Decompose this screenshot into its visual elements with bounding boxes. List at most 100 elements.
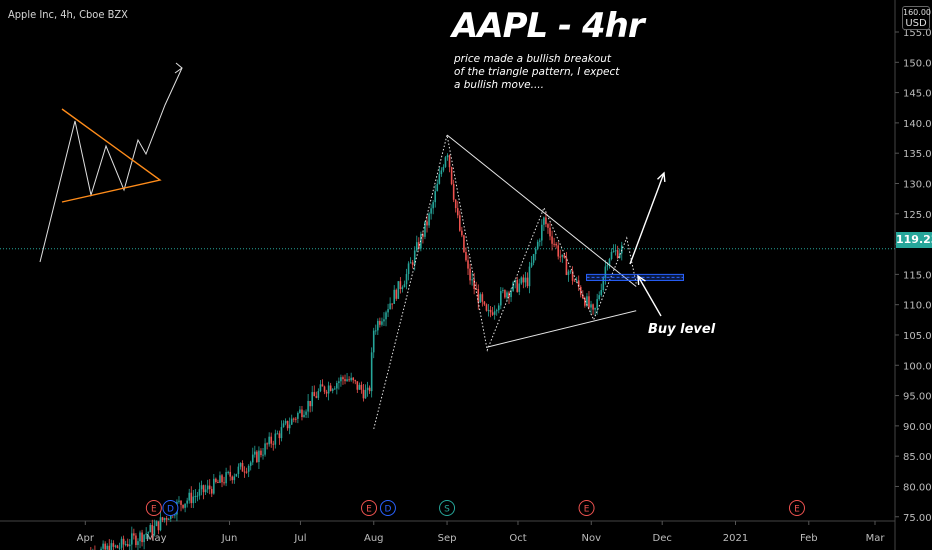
candle-body — [133, 533, 135, 536]
candle-body — [161, 517, 164, 521]
candle-body — [448, 155, 451, 168]
candle-body — [329, 385, 332, 391]
candle-body — [344, 379, 346, 382]
candle-body — [401, 287, 404, 290]
candle-body — [163, 518, 166, 521]
candle-body — [237, 466, 240, 474]
candle-body — [374, 330, 377, 332]
candle-body — [137, 541, 139, 546]
pattern-wave-line — [373, 134, 637, 430]
candle-body — [190, 492, 193, 504]
candle-body — [139, 532, 141, 542]
candle-body — [395, 289, 398, 299]
candle-body — [526, 277, 529, 287]
candle-body — [575, 280, 578, 282]
candle-body — [577, 280, 580, 287]
candle-body — [188, 492, 191, 501]
time-tick-label: Feb — [800, 533, 818, 544]
candle-body — [444, 157, 447, 167]
candle-body — [559, 256, 562, 258]
candle-body — [184, 503, 186, 508]
candle-body — [387, 309, 389, 313]
candle-body — [551, 236, 553, 244]
candle-body — [110, 543, 113, 550]
candle-body — [364, 389, 367, 399]
candle-body — [573, 280, 576, 282]
currency-top: 160.00 — [903, 8, 931, 17]
candle-body — [530, 262, 533, 267]
time-tick-label: Mar — [866, 533, 886, 544]
candle-body — [102, 543, 104, 549]
candle-body — [393, 289, 396, 304]
candle-body — [538, 240, 541, 242]
candle-body — [557, 245, 560, 257]
candle-body — [317, 391, 320, 398]
candle-body — [475, 288, 478, 290]
candle-body — [235, 473, 238, 477]
candle-body — [450, 167, 453, 185]
price-tick-label: 110.00 — [903, 301, 932, 312]
candle-body — [522, 277, 525, 283]
time-tick-label: Sep — [438, 533, 457, 544]
candle-body — [479, 294, 482, 303]
candle-body — [471, 279, 473, 281]
candle-body — [608, 258, 611, 266]
candle-body — [446, 155, 449, 158]
candle-body — [206, 485, 209, 490]
candle-body — [239, 463, 242, 467]
candle-body — [541, 224, 543, 241]
candle-body — [469, 268, 471, 281]
candle-body — [415, 242, 418, 251]
candle-body — [579, 286, 582, 295]
candle-body — [612, 251, 615, 253]
candle-body — [213, 478, 215, 494]
candle-body — [157, 521, 160, 531]
example-arrowhead — [174, 62, 183, 74]
currency-badge[interactable]: 160.00 USD — [902, 6, 931, 30]
candle-body — [262, 454, 264, 456]
candle-body — [104, 543, 106, 550]
candle-body — [348, 379, 350, 381]
candle-body — [483, 301, 486, 305]
triangle-trendline — [487, 310, 637, 348]
candle-body — [379, 320, 381, 325]
candle-body — [106, 545, 109, 550]
candle-body — [358, 384, 361, 390]
candle-body — [418, 242, 420, 249]
candle-body — [567, 271, 570, 275]
candle-body — [331, 389, 334, 391]
candle-body — [141, 532, 143, 543]
event-marker-label: E — [151, 505, 157, 515]
candle-body — [274, 433, 277, 445]
candle-body — [186, 500, 188, 504]
candle-body — [586, 296, 588, 306]
candle-body — [288, 424, 291, 429]
candle-body — [504, 290, 506, 298]
candle-body — [590, 304, 592, 308]
event-marker-label: E — [794, 505, 800, 515]
candle-body — [524, 277, 527, 283]
event-marker-label: D — [384, 505, 391, 515]
candle-body — [225, 472, 227, 484]
symbol-label: Apple Inc, 4h, Cboe BZX — [8, 8, 128, 21]
price-tick-label: 140.00 — [903, 119, 932, 130]
candle-body — [520, 277, 523, 284]
candle-body — [368, 387, 371, 392]
candle-body — [512, 282, 514, 291]
candle-body — [333, 388, 336, 390]
candle-body — [430, 208, 432, 214]
event-marker — [361, 500, 378, 516]
candle-body — [618, 253, 621, 258]
candle-body — [305, 411, 307, 415]
candle-body — [487, 309, 490, 311]
candle-body — [352, 377, 355, 381]
candle-body — [167, 518, 170, 520]
candle-body — [477, 289, 480, 303]
candle-body — [534, 249, 537, 255]
time-tick-label: 2021 — [723, 533, 748, 544]
candle-body — [588, 296, 590, 308]
candle-body — [315, 396, 318, 398]
candle-body — [264, 443, 266, 455]
price-tick-label: 135.00 — [903, 149, 932, 160]
